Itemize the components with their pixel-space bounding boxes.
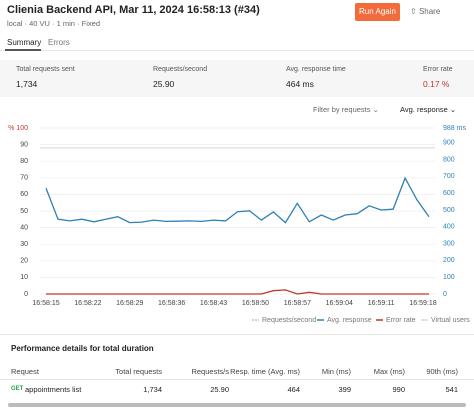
meta-item: local [7, 19, 23, 28]
table-cell: 25.90 [210, 385, 229, 394]
y2-tick-label: 500 [443, 207, 455, 214]
divider [0, 50, 474, 51]
x-tick-label: 16:58:15 [32, 300, 59, 307]
table-header: Request [11, 367, 39, 376]
stats-panel [0, 60, 474, 97]
y2-tick-label: 300 [443, 240, 455, 247]
stat-value: 0.17 % [423, 79, 450, 89]
x-tick-label: 16:59:04 [326, 300, 353, 307]
x-tick-label: 16:58:36 [158, 300, 185, 307]
y-tick-label: 70 [20, 175, 28, 182]
filter[interactable]: Filter by requests ⌄ [313, 105, 379, 114]
y-tick-label: 50 [20, 208, 28, 215]
tab-underline [5, 49, 41, 51]
legend-label: Avg. response [327, 317, 372, 324]
x-tick-label: 16:59:11 [368, 300, 395, 307]
y2-tick-label: 988 ms [443, 125, 466, 132]
tab[interactable]: Summary [7, 38, 42, 47]
share-label: Share [418, 7, 441, 16]
y2-tick-label: 100 [443, 274, 455, 281]
y2-tick-label: 400 [443, 224, 455, 231]
meta-item: Fixed [81, 19, 100, 28]
legend-label: Virtual users [431, 317, 470, 324]
table-header: Requests/s [191, 367, 229, 376]
request-name: appointments list [25, 385, 82, 394]
meta-item: 1 min [56, 19, 75, 28]
filter[interactable]: Avg. response ⌄ [400, 105, 457, 114]
table-cell: 1,734 [143, 385, 162, 394]
method-badge: GET [11, 386, 24, 392]
y-tick-label: 20 [20, 258, 28, 265]
legend-label: Error rate [386, 317, 416, 324]
filter-label: Avg. response [400, 105, 448, 114]
table-header: Total requests [115, 367, 162, 376]
series-line [45, 176, 430, 224]
y2-tick-label: 0 [443, 291, 447, 298]
stat-value: 464 ms [286, 79, 314, 89]
stat-label: Requests/second [153, 66, 208, 73]
y-tick-label: 90 [20, 141, 28, 148]
meta: local · 40 VU · 1 min · Fixed [7, 19, 100, 28]
table-header: Max (ms) [373, 367, 405, 376]
table-cell: 990 [392, 385, 405, 394]
y-tick-label: % 100 [8, 125, 28, 132]
table-header: Min (ms) [321, 367, 351, 376]
stat-label: Error rate [423, 66, 453, 73]
divider [0, 379, 474, 380]
legend-label: Requests/second [262, 317, 316, 324]
y2-tick-label: 700 [443, 173, 455, 180]
stat-label: Total requests sent [16, 66, 75, 73]
y2-tick-label: 900 [443, 140, 455, 147]
y-tick-label: 80 [20, 158, 28, 165]
share-button[interactable]: ⇧ Share [410, 7, 441, 16]
table-cell: 464 [287, 385, 300, 394]
x-tick-label: 16:58:43 [200, 300, 227, 307]
x-tick-label: 16:58:29 [116, 300, 143, 307]
y-tick-label: 0 [24, 291, 28, 298]
table-cell: 399 [338, 385, 351, 394]
series-line [46, 289, 429, 295]
y-tick-label: 60 [20, 191, 28, 198]
table-header: Resp. time (Avg. ms) [230, 367, 300, 376]
y2-tick-label: 800 [443, 156, 455, 163]
stat-value: 1,734 [16, 79, 38, 89]
stat-value: 25.90 [153, 79, 175, 89]
table-cell: 541 [445, 385, 458, 394]
y-tick-label: 30 [20, 241, 28, 248]
meta-item: 40 VU [29, 19, 50, 28]
tab[interactable]: Errors [48, 38, 70, 47]
y-tick-label: 40 [20, 224, 28, 231]
table-header: 90th (ms) [426, 367, 458, 376]
x-tick-label: 16:59:18 [409, 300, 436, 307]
y2-tick-label: 600 [443, 190, 455, 197]
run-again-button[interactable]: Run Again [355, 3, 400, 21]
divider [0, 334, 474, 335]
stat-label: Avg. response time [286, 66, 346, 73]
table-title: Performance details for total duration [11, 344, 154, 353]
x-tick-label: 16:58:57 [284, 300, 311, 307]
filter-label: Filter by requests [313, 105, 371, 114]
y-tick-label: 10 [20, 274, 28, 281]
title: Clienia Backend API, Mar 11, 2024 16:58:… [7, 4, 260, 16]
x-tick-label: 16:58:22 [74, 300, 101, 307]
scrollbar [8, 403, 466, 407]
x-tick-label: 16:58:50 [242, 300, 269, 307]
y2-tick-label: 200 [443, 257, 455, 264]
